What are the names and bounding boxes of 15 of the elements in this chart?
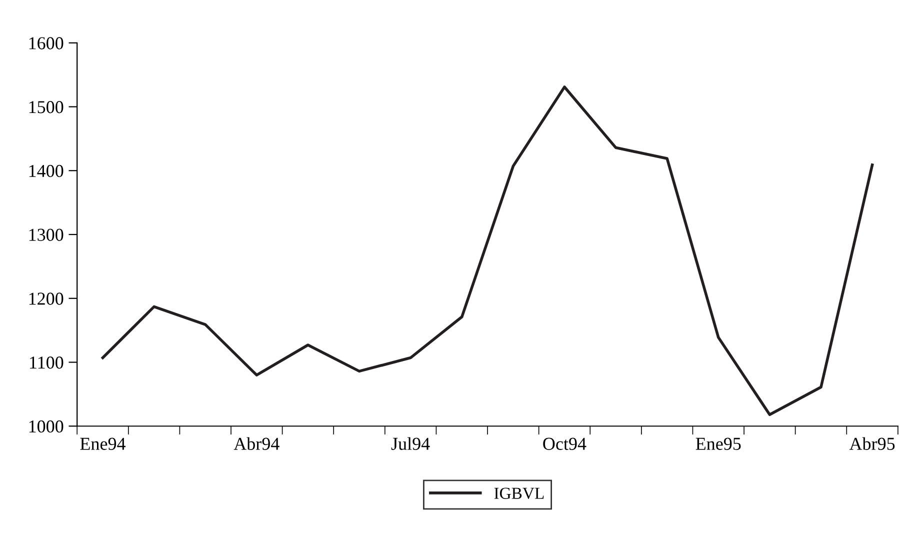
y-tick-label: 1300 (29, 228, 64, 241)
y-tick-label: 1500 (29, 101, 64, 114)
x-tick-label: Jul94 (391, 437, 430, 450)
x-tick-label: Abr95 (849, 437, 895, 450)
x-tick-label: Abr94 (234, 437, 280, 450)
line-series (101, 86, 874, 416)
x-tick-label: Ene95 (696, 438, 741, 450)
y-tick-label: 1400 (29, 164, 64, 178)
y-tick-label: 1200 (29, 292, 64, 305)
legend-label: IGBVL (494, 488, 544, 500)
y-tick-label: 1100 (30, 356, 64, 369)
x-tick-label: Ene94 (80, 438, 126, 450)
y-tick-label: 1000 (29, 420, 64, 433)
y-tick-label: 1600 (29, 37, 64, 50)
x-tick-label: Oct94 (543, 438, 586, 450)
